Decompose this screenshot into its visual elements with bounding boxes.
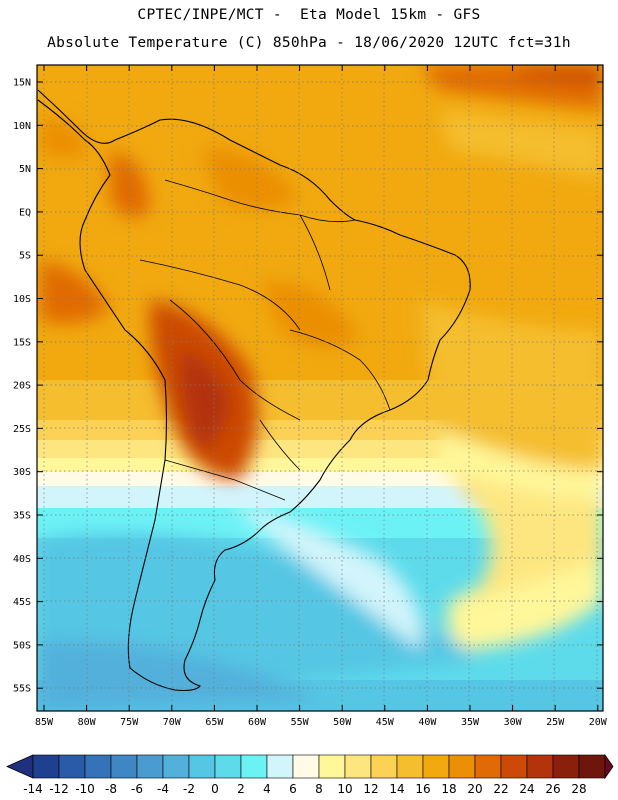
colorbar-swatch bbox=[578, 754, 606, 779]
colorbar-swatch bbox=[370, 754, 398, 779]
colorbar-label: -12 bbox=[49, 782, 69, 796]
longitude-axis: 85W 80W 75W 70W 65W 60W 55W 50W 45W 40W 35W 30W 25W 2… bbox=[35, 65, 608, 728]
map-subtitle: Absolute Temperature (C) 850hPa - 18/06/… bbox=[47, 35, 571, 51]
colorbar-label: 20 bbox=[467, 782, 482, 796]
colorbar-swatch bbox=[110, 754, 138, 779]
colorbar-swatch bbox=[136, 754, 164, 779]
colorbar-swatch bbox=[552, 754, 580, 779]
colorbar-label: 8 bbox=[315, 782, 323, 796]
lon-label: 80W bbox=[78, 717, 97, 728]
colorbar-swatch bbox=[318, 754, 346, 779]
colorbar-swatch bbox=[500, 754, 528, 779]
colorbar-label: 14 bbox=[389, 782, 404, 796]
colorbar-swatch bbox=[344, 754, 372, 779]
colorbar-label: -2 bbox=[183, 782, 195, 796]
colorbar-label: -14 bbox=[23, 782, 43, 796]
colorbar-label: -4 bbox=[157, 782, 169, 796]
lon-label: 40W bbox=[418, 717, 437, 728]
colorbar-swatch bbox=[396, 754, 424, 779]
lon-label: 30W bbox=[504, 717, 523, 728]
colorbar-swatch bbox=[526, 754, 554, 779]
colorbar-swatch bbox=[292, 754, 320, 779]
colorbar-swatch bbox=[84, 754, 112, 779]
lon-label: 45W bbox=[376, 717, 395, 728]
colorbar-label: 10 bbox=[337, 782, 352, 796]
lon-label: 65W bbox=[205, 717, 224, 728]
lat-label: 5N bbox=[19, 164, 31, 175]
lat-label: 15S bbox=[13, 337, 31, 348]
colorbar-label: 26 bbox=[545, 782, 560, 796]
colorbar-label: 24 bbox=[519, 782, 534, 796]
colorbar-swatch bbox=[266, 754, 294, 779]
colorbar-swatch bbox=[188, 754, 216, 779]
temperature-field bbox=[37, 65, 603, 711]
coastline bbox=[37, 89, 471, 692]
colorbar-label: 0 bbox=[211, 782, 219, 796]
lat-label: 15N bbox=[13, 78, 31, 89]
colorbar-label: -6 bbox=[131, 782, 143, 796]
latitude-axis: 15N 10N 5N EQ 5S 10S 15S 20S 25S 30S 35S 40S 45S 50S 5… bbox=[13, 78, 603, 695]
lon-label: 50W bbox=[333, 717, 352, 728]
colorbar-under-arrow bbox=[6, 754, 34, 779]
colorbar-swatch bbox=[214, 754, 242, 779]
lon-label: 20W bbox=[589, 717, 608, 728]
colorbar-label: 16 bbox=[415, 782, 430, 796]
lat-label: 30S bbox=[13, 467, 31, 478]
lat-label: 40S bbox=[13, 554, 31, 565]
lon-label: 35W bbox=[461, 717, 480, 728]
lon-label: 75W bbox=[120, 717, 139, 728]
lat-label: 50S bbox=[13, 640, 31, 651]
colorbar-swatch bbox=[32, 754, 60, 779]
lat-label: 25S bbox=[13, 424, 31, 435]
lat-label: 5S bbox=[19, 251, 31, 262]
colorbar-swatch bbox=[162, 754, 190, 779]
lat-label: 35S bbox=[13, 511, 31, 522]
lat-label: 10S bbox=[13, 294, 31, 305]
lat-label: EQ bbox=[19, 207, 31, 218]
lon-label: 60W bbox=[248, 717, 267, 728]
lat-label: 20S bbox=[13, 381, 31, 392]
colorbar-label: 6 bbox=[289, 782, 297, 796]
colorbar-label: 12 bbox=[363, 782, 378, 796]
colorbar-label: 4 bbox=[263, 782, 271, 796]
colorbar-swatch bbox=[474, 754, 502, 779]
lon-label: 25W bbox=[546, 717, 565, 728]
map-title: CPTEC/INPE/MCT - Eta Model 15km - GFS bbox=[137, 7, 481, 23]
lon-label: 70W bbox=[163, 717, 182, 728]
colorbar-label: 22 bbox=[493, 782, 508, 796]
colorbar: -14 -12 -10 -8 -6 -4 -2 0 2 4 6 8 10 12 14 16 18 20 22 24 26… bbox=[6, 753, 614, 796]
colorbar-swatch bbox=[240, 754, 268, 779]
lat-label: 10N bbox=[13, 121, 31, 132]
lon-label: 85W bbox=[35, 717, 54, 728]
lat-label: 55S bbox=[13, 684, 31, 695]
colorbar-label: -8 bbox=[105, 782, 117, 796]
country-borders bbox=[139, 179, 391, 501]
colorbar-label: -10 bbox=[75, 782, 95, 796]
colorbar-label: 28 bbox=[571, 782, 586, 796]
colorbar-swatch bbox=[448, 754, 476, 779]
colorbar-swatch bbox=[58, 754, 86, 779]
colorbar-label: 18 bbox=[441, 782, 456, 796]
colorbar-swatch bbox=[422, 754, 450, 779]
colorbar-over-arrow bbox=[604, 753, 614, 780]
lat-label: 45S bbox=[13, 597, 31, 608]
plot-frame bbox=[36, 64, 604, 712]
colorbar-label: 2 bbox=[237, 782, 245, 796]
lon-label: 55W bbox=[291, 717, 310, 728]
